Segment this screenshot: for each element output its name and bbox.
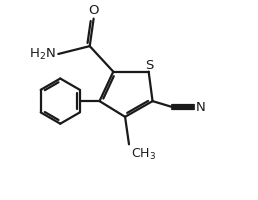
Text: N: N bbox=[196, 101, 206, 114]
Text: CH$_3$: CH$_3$ bbox=[131, 147, 157, 162]
Text: O: O bbox=[88, 4, 99, 17]
Text: S: S bbox=[146, 59, 154, 72]
Text: H$_2$N: H$_2$N bbox=[29, 47, 56, 62]
